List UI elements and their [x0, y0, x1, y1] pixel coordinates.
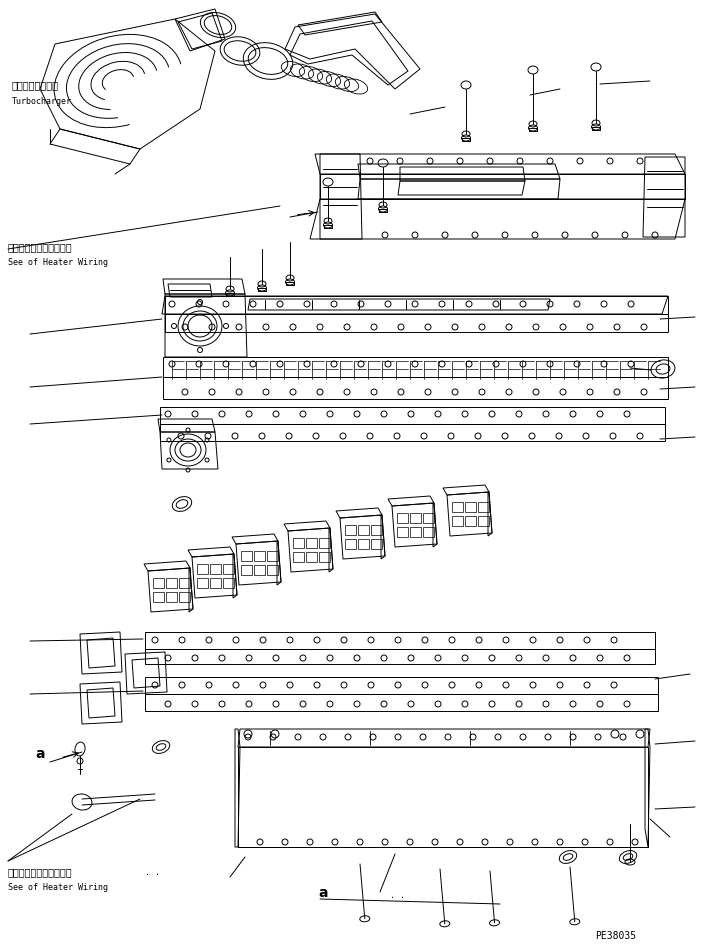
Bar [179, 593, 190, 602]
Bar [166, 579, 177, 588]
Bar [319, 538, 330, 548]
Text: ターボチャージャ: ターボチャージャ [12, 80, 59, 90]
Bar [465, 502, 476, 513]
Bar [153, 593, 164, 602]
Text: Turbocharger: Turbocharger [12, 97, 72, 106]
Bar [210, 579, 221, 588]
Bar [267, 565, 278, 576]
Bar [241, 565, 252, 576]
Text: a: a [318, 885, 327, 899]
Text: ヒータワイヤリング参照: ヒータワイヤリング参照 [8, 242, 73, 252]
Bar [306, 538, 317, 548]
Bar [397, 514, 408, 523]
Bar [293, 538, 304, 548]
Bar [465, 516, 476, 527]
Bar [397, 528, 408, 537]
Bar [267, 551, 278, 562]
Text: See of Heater Wiring: See of Heater Wiring [8, 258, 108, 267]
Bar [179, 579, 190, 588]
Bar [241, 551, 252, 562]
Bar [371, 526, 382, 535]
Bar [478, 516, 489, 527]
Bar [166, 593, 177, 602]
Bar [223, 565, 234, 574]
Bar [197, 579, 208, 588]
Bar [345, 539, 356, 549]
Bar [452, 516, 463, 527]
Bar [345, 526, 356, 535]
Bar [410, 528, 421, 537]
Text: a: a [35, 746, 44, 760]
Bar [452, 502, 463, 513]
Bar [223, 579, 234, 588]
Bar [423, 528, 434, 537]
Bar [478, 502, 489, 513]
Bar [319, 552, 330, 563]
Bar [358, 539, 369, 549]
Bar [410, 514, 421, 523]
Bar [210, 565, 221, 574]
Text: . .: . . [390, 890, 405, 899]
Bar [371, 539, 382, 549]
Bar [254, 565, 265, 576]
Bar [293, 552, 304, 563]
Bar [306, 552, 317, 563]
Bar [423, 514, 434, 523]
Bar [197, 565, 208, 574]
Bar [358, 526, 369, 535]
Text: See of Heater Wiring: See of Heater Wiring [8, 882, 108, 891]
Bar [153, 579, 164, 588]
Text: . .: . . [145, 868, 160, 876]
Text: PE38035: PE38035 [595, 930, 636, 940]
Text: ヒータワイヤリング参照: ヒータワイヤリング参照 [8, 866, 73, 876]
Bar [254, 551, 265, 562]
